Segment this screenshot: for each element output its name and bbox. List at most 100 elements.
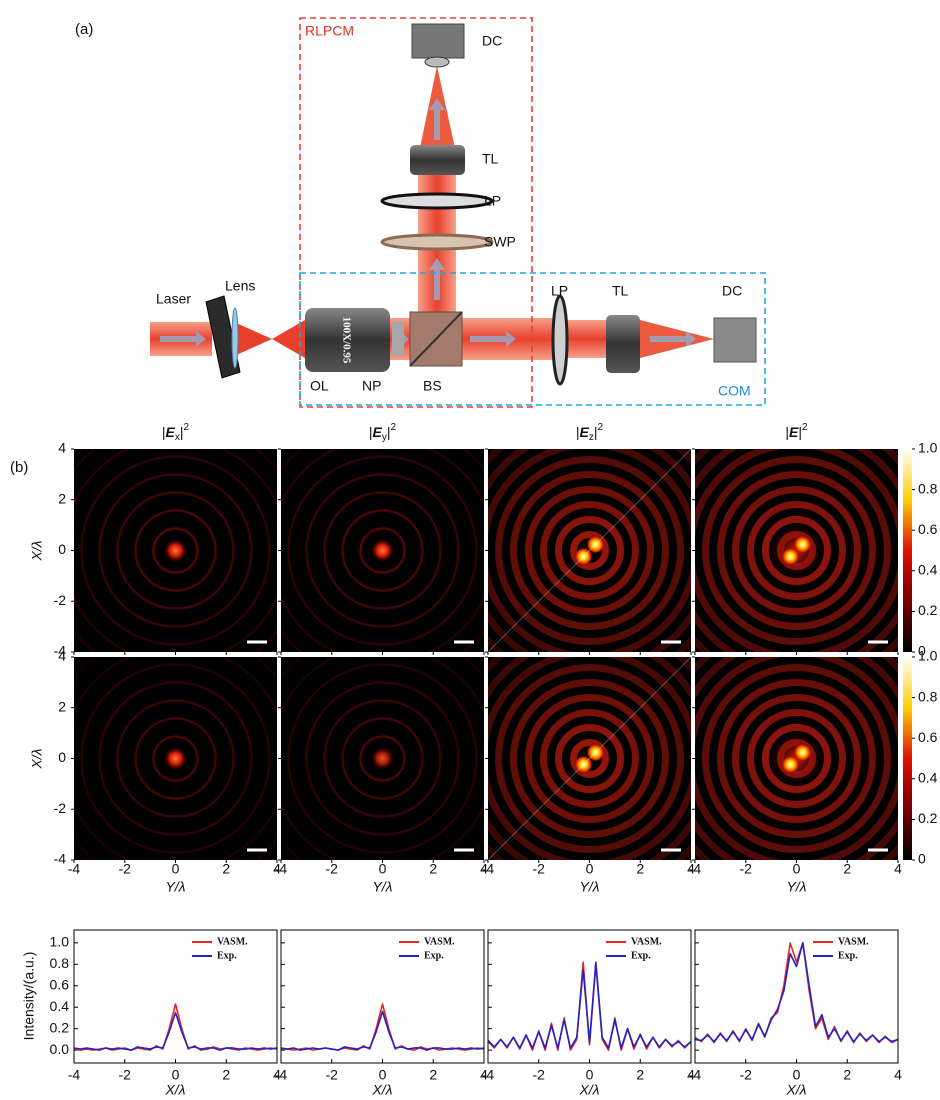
ring (702, 456, 891, 645)
title-bar: | (369, 424, 373, 440)
objective-text: 100X/0.95 (340, 317, 352, 364)
x-tick-label: -4 (689, 861, 702, 877)
heatmap (488, 449, 691, 652)
ring (134, 509, 217, 592)
heatmap (281, 449, 484, 652)
colorbar (903, 449, 912, 652)
x-tick-label: -2 (326, 1067, 339, 1083)
legend-label: VASM. (217, 936, 248, 947)
title-bar: | (798, 424, 802, 440)
title-bar: | (180, 424, 184, 440)
y-axis-label: Intensity/(a.u.) (21, 952, 37, 1041)
y-tick-label: 0.8 (50, 955, 70, 971)
x-tick-label: 0 (172, 861, 180, 877)
x-tick-label: -4 (482, 861, 495, 877)
ring (98, 681, 253, 836)
y-tick-label: 0 (58, 541, 66, 557)
ring (732, 486, 861, 615)
x-tick-label: 2 (843, 1067, 851, 1083)
x-tick-label: 4 (687, 861, 695, 877)
seam (488, 449, 691, 652)
x-axis-label: X/λ (785, 1082, 806, 1098)
x-tick-label: 4 (480, 861, 488, 877)
ring (323, 491, 442, 610)
plot-frame (694, 929, 899, 1064)
y-tick-label: 0.0 (50, 1041, 70, 1057)
x-tick-label: -4 (68, 861, 81, 877)
title-bar: | (576, 424, 580, 440)
x-tick-label: 4 (894, 861, 902, 877)
x-tick-label: 4 (894, 1067, 902, 1083)
colorbar (903, 657, 912, 860)
x-tick-label: 0 (172, 1067, 180, 1083)
legend-label: VASM. (631, 936, 662, 947)
component-label: DC (722, 283, 742, 299)
ring (98, 473, 253, 628)
heatmap (488, 657, 691, 860)
y-tick-label: -2 (54, 592, 67, 608)
y-tick-label: -2 (54, 800, 67, 816)
x-tick-label: 4 (687, 1067, 695, 1083)
spot (163, 538, 188, 563)
x-tick-label: -4 (482, 1067, 495, 1083)
heatmap (281, 657, 484, 860)
component-label: NP (362, 378, 381, 394)
ring (152, 527, 199, 574)
ring (305, 681, 460, 836)
x-tick-label: -4 (689, 1067, 702, 1083)
colorbar-label: 0.6 (918, 729, 938, 745)
ring (80, 455, 271, 646)
ring (570, 531, 609, 570)
y-tick-label: 0.6 (50, 976, 70, 992)
legend-label: VASM. (424, 936, 455, 947)
ring (540, 501, 639, 600)
arrows (160, 98, 696, 347)
seam (488, 657, 691, 860)
ring (717, 679, 876, 838)
beam (565, 320, 610, 358)
spot (163, 746, 188, 771)
x-axis-label: Y/λ (786, 879, 806, 895)
ring (540, 709, 639, 808)
legend-label: VASM. (838, 936, 869, 947)
x-axis-label: Y/λ (372, 879, 392, 895)
ring (555, 724, 624, 793)
x-tick-label: 4 (273, 1067, 281, 1083)
profile-line (694, 942, 899, 1044)
x-tick-label: 2 (222, 1067, 230, 1083)
title-sup: 2 (802, 422, 808, 433)
ring (134, 717, 217, 800)
component-label: BS (423, 378, 442, 394)
component-label: TL (612, 283, 629, 299)
ring (747, 501, 846, 600)
x-axis-label: X/λ (371, 1082, 392, 1098)
x-tick-label: 0 (586, 1067, 594, 1083)
plot-frame (73, 929, 278, 1064)
component-label: DC (482, 33, 502, 49)
spot (370, 538, 395, 563)
x-tick-label: -4 (275, 1067, 288, 1083)
lens (231, 307, 239, 369)
colorbar-label: 0.4 (918, 562, 938, 578)
rlpcm-box (299, 17, 533, 408)
ring (495, 456, 684, 645)
ring (359, 735, 406, 782)
x-axis-label: Y/λ (579, 879, 599, 895)
x-tick-label: 4 (480, 1067, 488, 1083)
y-axis-label: X/λ (29, 540, 45, 561)
tube-lens (410, 145, 465, 175)
ring (287, 455, 478, 646)
beam (272, 320, 305, 358)
title-bar: | (785, 424, 789, 440)
legend-label: Exp. (217, 950, 237, 961)
column-title: |Ey|2 (369, 422, 397, 443)
title-sub: z (589, 432, 594, 443)
panel-label: (b) (10, 459, 28, 476)
com-box (299, 272, 766, 406)
polarizer (380, 192, 494, 210)
x-tick-label: 2 (429, 1067, 437, 1083)
legend-label: Exp. (424, 950, 444, 961)
y-tick-label: 2 (58, 698, 66, 714)
ring (341, 509, 424, 592)
